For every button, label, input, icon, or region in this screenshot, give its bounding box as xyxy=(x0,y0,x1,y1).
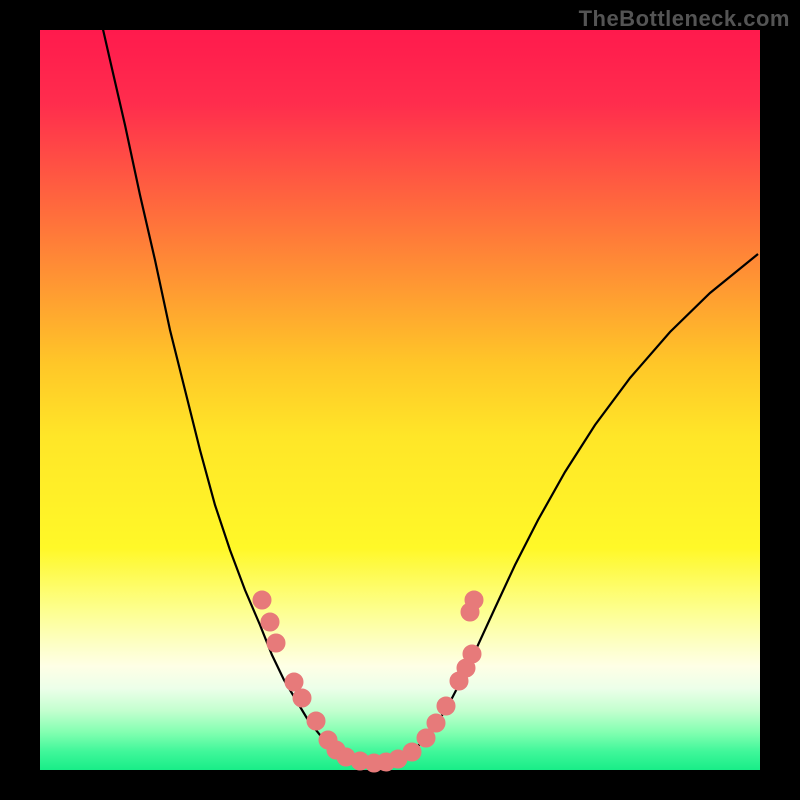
watermark-text: TheBottleneck.com xyxy=(579,6,790,32)
data-marker xyxy=(463,645,481,663)
data-marker xyxy=(403,743,421,761)
data-marker xyxy=(253,591,271,609)
data-marker xyxy=(465,591,483,609)
data-marker xyxy=(267,634,285,652)
data-marker xyxy=(427,714,445,732)
data-marker xyxy=(285,673,303,691)
data-marker xyxy=(437,697,455,715)
data-marker xyxy=(307,712,325,730)
data-marker xyxy=(261,613,279,631)
data-marker xyxy=(293,689,311,707)
bottleneck-chart xyxy=(0,0,800,800)
plot-background xyxy=(40,30,760,770)
